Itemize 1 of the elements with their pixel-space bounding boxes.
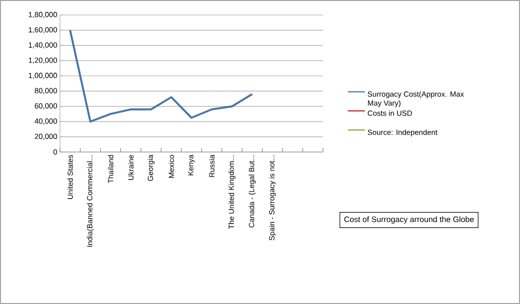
line-series xyxy=(69,29,254,123)
